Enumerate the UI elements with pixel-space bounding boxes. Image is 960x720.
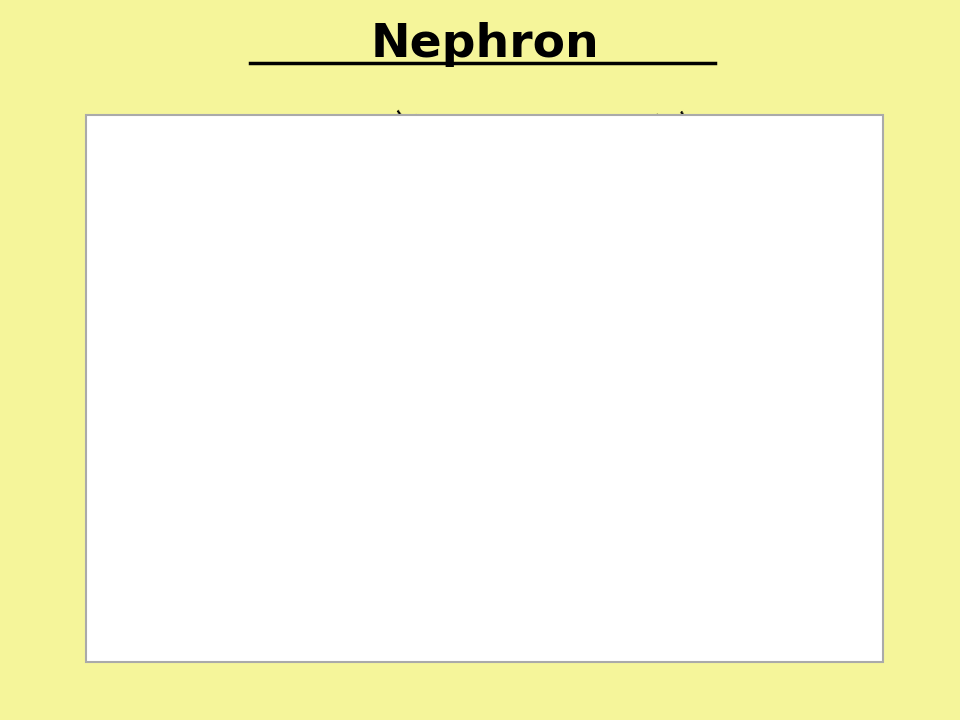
- Text: Nephron: Nephron: [371, 22, 599, 67]
- Text: (a)
Afferent: (a) Afferent: [111, 143, 177, 205]
- Text: Distal
Convoluted
Tubule: Distal Convoluted Tubule: [611, 99, 702, 187]
- Text: (g): (g): [729, 570, 751, 583]
- Text: (e): (e): [493, 624, 516, 637]
- Text: Loop of Henle: Loop of Henle: [472, 112, 558, 191]
- Text: Proximal
Convoluted
tubule: Proximal Convoluted tubule: [344, 102, 435, 191]
- Text: (d): (d): [342, 410, 365, 424]
- Text: Medulla: Medulla: [604, 439, 669, 457]
- Text: Cortex: Cortex: [609, 396, 663, 414]
- Bar: [166, 261, 262, 412]
- Text: Efferent (c): Efferent (c): [270, 156, 342, 223]
- Text: collecting tubule: collecting tubule: [825, 445, 838, 563]
- Text: (b): (b): [134, 446, 157, 460]
- Text: (f): (f): [772, 184, 791, 198]
